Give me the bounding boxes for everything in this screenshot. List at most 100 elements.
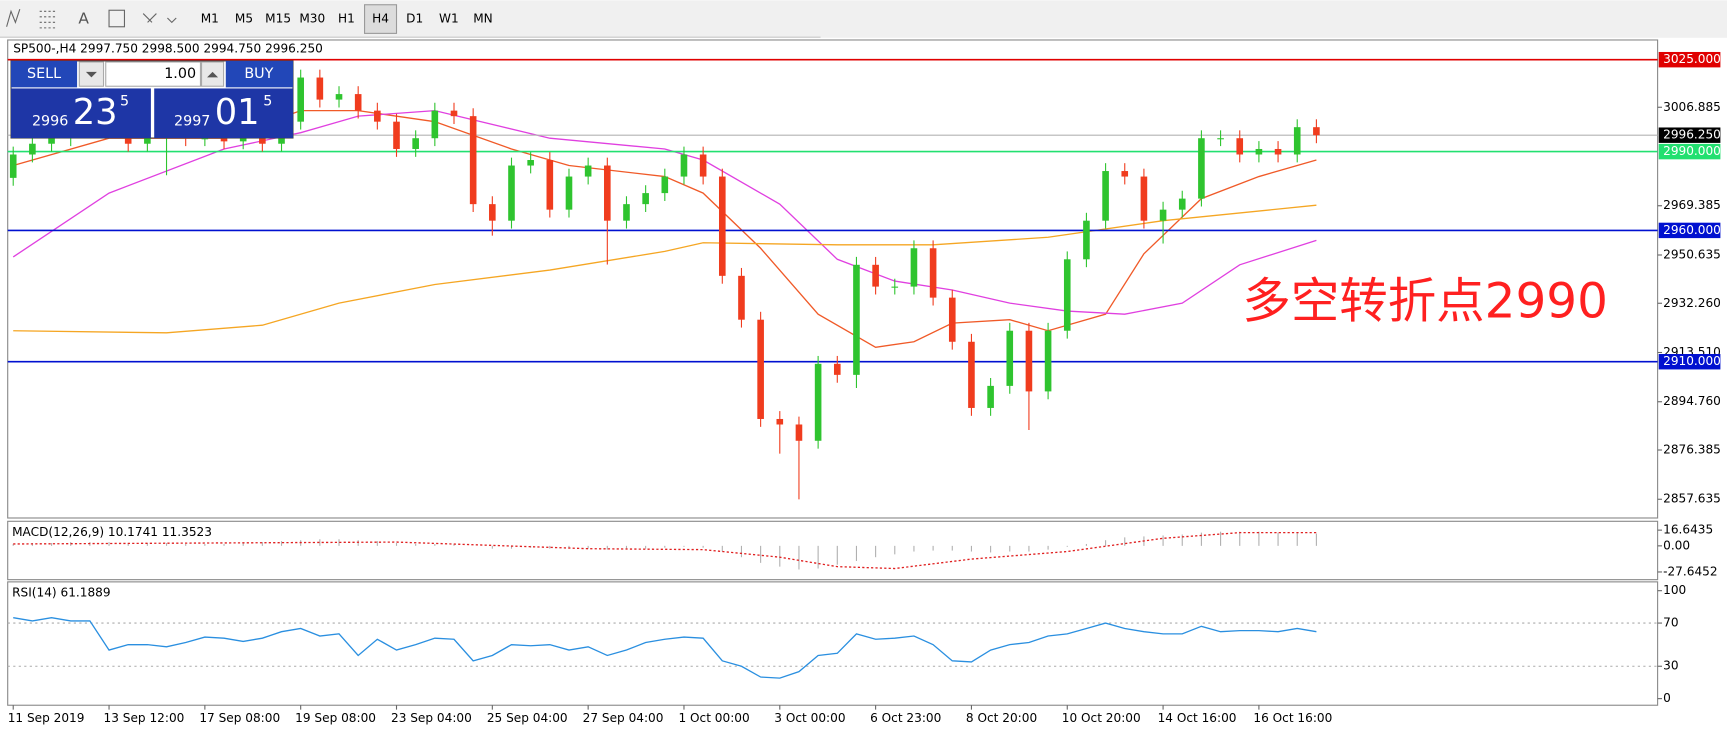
text-tool-icon	[108, 9, 126, 28]
period-label[interactable]: MN	[473, 12, 493, 26]
level-label: 2910.000	[1663, 354, 1721, 368]
candle-body	[738, 275, 745, 320]
candle-body	[987, 385, 994, 408]
candle-body	[354, 94, 362, 111]
candle-body	[929, 248, 937, 298]
x-tick-label: 11 Sep 2019	[8, 711, 85, 725]
period-button[interactable]	[432, 4, 465, 34]
period-button[interactable]	[296, 4, 329, 34]
x-tick-label: 17 Sep 08:00	[199, 711, 280, 725]
lot-field[interactable]	[105, 61, 202, 87]
lot-down-arrow	[85, 71, 97, 78]
arrow-tool-icon	[142, 13, 177, 24]
candle-body	[1006, 330, 1014, 386]
period-button[interactable]	[262, 4, 295, 34]
buy-price-fraction: 5	[263, 94, 272, 110]
period-label[interactable]: H1	[338, 12, 355, 26]
level-label: 2990.000	[1663, 144, 1721, 158]
buy-button[interactable]	[225, 60, 293, 88]
candle-body	[680, 154, 688, 177]
level-label-box	[1658, 51, 1721, 68]
candle-body	[891, 286, 899, 288]
macd-panel	[7, 520, 1659, 581]
candle-body	[795, 424, 803, 441]
y-tick-label: 2969.385	[1663, 198, 1721, 212]
lot-value[interactable]: 1.00	[164, 66, 196, 82]
candle-body	[565, 176, 573, 210]
candle-body	[297, 77, 304, 122]
level-label: 3025.000	[1663, 52, 1721, 66]
candle-body	[642, 193, 649, 205]
y-tick-label: 3006.885	[1663, 100, 1721, 114]
candle-body	[1293, 127, 1301, 155]
level-label: 2960.000	[1663, 223, 1721, 237]
candle-body	[335, 94, 343, 100]
sell-price-fraction: 5	[120, 94, 129, 110]
period-button[interactable]	[193, 4, 226, 34]
level-label-box	[1658, 143, 1721, 160]
candle-body	[910, 248, 918, 287]
buy-price-big-figure: 2997	[174, 113, 210, 129]
candle-body	[718, 176, 726, 276]
period-label[interactable]: W1	[439, 12, 459, 26]
period-label[interactable]: D1	[406, 12, 423, 26]
chart-tool-icon	[6, 8, 21, 27]
candle-body	[1044, 330, 1052, 392]
period-label[interactable]: M5	[235, 12, 253, 26]
y-tick-label: 2932.260	[1663, 296, 1721, 310]
candle-body	[508, 165, 515, 221]
rsi-title: RSI(14) 61.1889	[12, 585, 110, 599]
period-button[interactable]	[398, 4, 431, 34]
lines-tool-icon	[39, 10, 58, 29]
candle-body	[833, 363, 841, 375]
x-tick-label: 23 Sep 04:00	[391, 711, 472, 725]
buy-price-box[interactable]	[154, 88, 293, 139]
period-label[interactable]: M1	[201, 12, 219, 26]
candle-body	[1083, 220, 1090, 260]
x-tick-label: 13 Sep 12:00	[104, 711, 185, 725]
period-label[interactable]: H4	[372, 12, 389, 26]
x-tick-label: 3 Oct 00:00	[774, 711, 845, 725]
buy-label[interactable]: BUY	[244, 66, 273, 82]
candle-body	[584, 165, 592, 177]
font-tool[interactable]: A	[78, 10, 89, 28]
candle-body	[374, 110, 381, 122]
candle-body	[872, 264, 879, 287]
candle-body	[48, 138, 55, 144]
candle-body	[450, 110, 458, 117]
period-label[interactable]: M15	[265, 12, 291, 26]
x-tick-label: 25 Sep 04:00	[487, 711, 568, 725]
candle-body	[546, 160, 554, 210]
candle-body	[431, 110, 439, 139]
y-tick-label: 30	[1663, 659, 1678, 673]
candle-body	[239, 138, 247, 142]
period-label[interactable]: M30	[299, 12, 325, 26]
candle-body	[968, 341, 975, 408]
y-tick-label: 0	[1663, 691, 1671, 705]
candle-body	[1178, 198, 1186, 210]
macd-signal	[13, 531, 1317, 570]
y-tick-label: 2857.635	[1663, 492, 1721, 506]
candle-body	[948, 297, 956, 342]
period-button[interactable]	[466, 4, 499, 34]
moving-average	[13, 109, 1317, 348]
period-button[interactable]	[364, 4, 398, 34]
candle-body	[699, 154, 707, 177]
candle-body	[527, 160, 534, 166]
annotation: 多空转折点2990	[1242, 273, 1608, 329]
sell-label[interactable]: SELL	[27, 66, 61, 82]
candle-body	[1140, 176, 1148, 221]
period-button[interactable]	[227, 4, 260, 34]
bid-label: 2996.250	[1663, 128, 1721, 142]
sell-price-box[interactable]	[11, 88, 151, 139]
candle-body	[1255, 148, 1263, 155]
period-button[interactable]	[330, 4, 363, 34]
tool-icons	[6, 8, 177, 29]
x-tick-label: 14 Oct 16:00	[1158, 711, 1237, 725]
candle-body	[393, 121, 400, 149]
sell-button[interactable]	[11, 60, 78, 88]
trade-panel: SELL 1.00 BUY 2996 23 5 2997 01 5	[10, 60, 294, 139]
candle-body	[469, 116, 477, 205]
